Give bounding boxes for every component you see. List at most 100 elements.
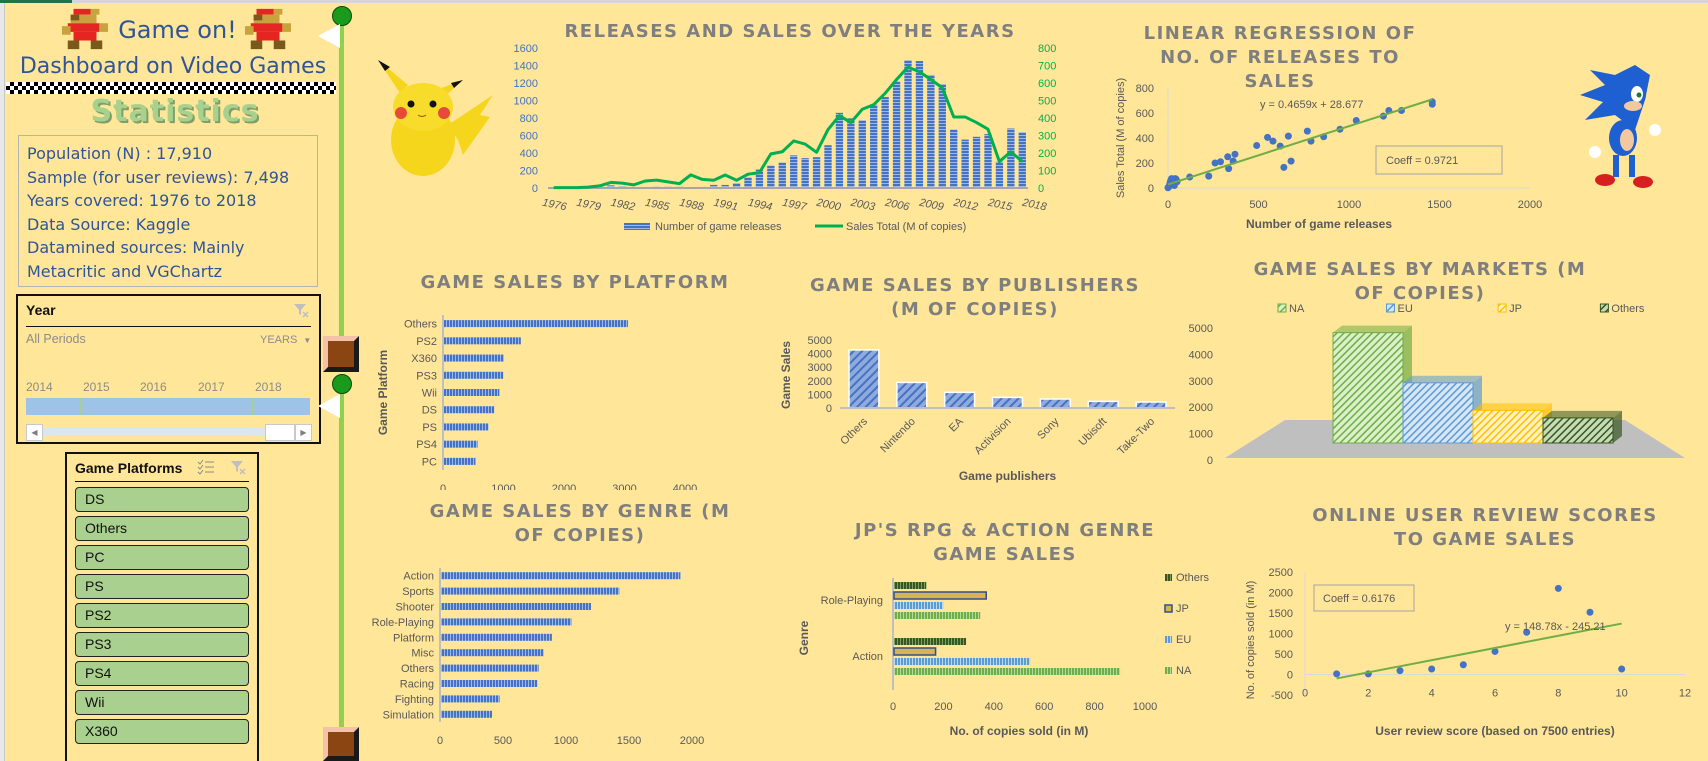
scatter-point [1216, 158, 1224, 166]
slicer-item-others[interactable]: Others [75, 516, 249, 541]
y-left-tick: 1000 [514, 96, 538, 108]
sales-line [553, 65, 1024, 190]
bar-top [1473, 403, 1552, 411]
y-tick: 0 [1148, 183, 1154, 195]
y-tick: 800 [1136, 83, 1154, 95]
slicer-item-ps4[interactable]: PS4 [75, 661, 249, 686]
timeline-title-underline [26, 326, 311, 327]
chart-title-reviews: ONLINE USER REVIEW SCORES TO GAME SALES [1312, 505, 1658, 550]
x-tick: 2000 [552, 483, 576, 490]
clear-filter-icon[interactable] [230, 459, 246, 475]
y-right-tick: 100 [1038, 166, 1056, 178]
timeline-selection-label: All Periods [26, 332, 86, 346]
releases-bar [870, 104, 878, 188]
slicer-item-pc[interactable]: PC [75, 545, 249, 570]
x-tick: 600 [1035, 701, 1053, 713]
bar-eu [894, 602, 944, 609]
bar [896, 381, 928, 409]
category-label: Role-Playing [821, 595, 883, 607]
slicer-item-wii[interactable]: Wii [75, 690, 249, 715]
scroll-track[interactable] [43, 428, 268, 436]
genre-chart: Action Sports Shooter Role-Playing Platform M… [372, 568, 704, 747]
bar-others [894, 638, 967, 645]
slicer-item-ps[interactable]: PS [75, 574, 249, 599]
category-label: PS2 [416, 336, 437, 348]
legend-label: EU [1398, 303, 1413, 315]
game-platforms-slicer: Game Platforms DS Others PC PS PS2 PS3 P… [65, 452, 259, 761]
y-tick: 3000 [1189, 376, 1213, 388]
time-level-dropdown[interactable]: YEARS ▼ [260, 334, 311, 346]
timeline-period-bar[interactable] [26, 398, 310, 415]
scatter-point [1554, 584, 1562, 592]
legend-swatch [1277, 303, 1287, 313]
scroll-left-button[interactable]: ◀ [26, 424, 43, 441]
coeff-label: Coeff = 0.6176 [1323, 593, 1395, 605]
timeline-title: Year [26, 302, 56, 318]
y-left-tick: 400 [520, 148, 538, 160]
scatter-point [1231, 150, 1239, 158]
scatter-point [1428, 100, 1436, 108]
category-label: Fighting [395, 694, 434, 706]
bar [441, 695, 500, 703]
slicer-item-x360[interactable]: X360 [75, 719, 249, 744]
scroll-right-button[interactable]: ▶ [295, 424, 312, 441]
jp-genre-chart: Role-Playing Action 0 200 400 600 800 1000 No. o… [797, 572, 1210, 738]
scatter-point [1287, 157, 1295, 165]
chart-title-jp-genre: JP'S RPG & ACTION GENRE GAME SALES [854, 520, 1156, 565]
timeline-year: 2018 [255, 380, 282, 394]
dashboard-title-line2: Dashboard on Video Games [19, 54, 327, 79]
stat-datamined-1: Datamined sources: Mainly [27, 238, 245, 257]
bar-jp [893, 591, 987, 600]
releases-bar [767, 165, 775, 188]
flag-pole-top [339, 18, 344, 340]
chart-title-regression: LINEAR REGRESSION OF NO. OF RELEASES TO … [1143, 23, 1417, 92]
category-label: Take-Two [1115, 416, 1157, 458]
y-tick: 0 [1287, 670, 1293, 682]
releases-bar [961, 139, 969, 188]
bar-top [1333, 325, 1412, 333]
year-timeline-slicer[interactable]: Year All Periods YEARS ▼ 2014 2015 2016 … [16, 294, 321, 444]
row-header-gutter [0, 3, 5, 761]
releases-bar [1007, 128, 1015, 188]
clear-filter-icon[interactable] [293, 302, 309, 318]
y-axis-title: Genre [797, 620, 811, 655]
slicer-item-ds[interactable]: DS [75, 487, 249, 512]
x-tick: 1000 [491, 483, 515, 490]
x-tick-label: 2006 [883, 196, 911, 213]
legend-swatch-releases [624, 223, 650, 230]
scatter-point [1491, 647, 1499, 655]
x-tick: 4 [1429, 688, 1435, 700]
x-tick: 1500 [617, 735, 641, 747]
y-tick: 1500 [1269, 608, 1293, 620]
releases-bar [915, 61, 924, 188]
bar [441, 572, 681, 580]
x-tick: 0 [437, 735, 443, 747]
x-axis-title: No. of copies sold (in M) [950, 724, 1089, 738]
sonic-image [1575, 60, 1665, 200]
bar [1542, 417, 1614, 444]
x-tick: 800 [1085, 701, 1103, 713]
category-label: Action [403, 571, 434, 583]
bar [444, 457, 476, 465]
scatter-point [1618, 665, 1626, 673]
legend-swatch [1164, 604, 1173, 613]
scroll-thumb[interactable] [265, 424, 295, 441]
slicer-item-ps3[interactable]: PS3 [75, 632, 249, 657]
slicer-item-ps2[interactable]: PS2 [75, 603, 249, 628]
flag-ball-icon [332, 374, 352, 394]
stat-population: Population (N) : 17,910 [27, 144, 213, 163]
legend-swatch [1386, 303, 1395, 313]
timeline-scrollbar[interactable]: ◀ ▶ [26, 424, 312, 441]
x-tick: 1000 [1133, 701, 1157, 713]
category-label: Nintendo [878, 416, 918, 456]
x-tick: 8 [1555, 688, 1561, 700]
category-label: PS3 [416, 370, 437, 382]
y-tick: 1000 [1269, 629, 1293, 641]
y-tick: 500 [1275, 649, 1293, 661]
y-axis-title: Game Platform [376, 350, 390, 435]
multi-select-icon[interactable] [197, 459, 215, 475]
y-tick: 2000 [808, 376, 832, 388]
category-label: Activision [972, 416, 1013, 457]
x-tick-label: 1991 [713, 197, 739, 214]
